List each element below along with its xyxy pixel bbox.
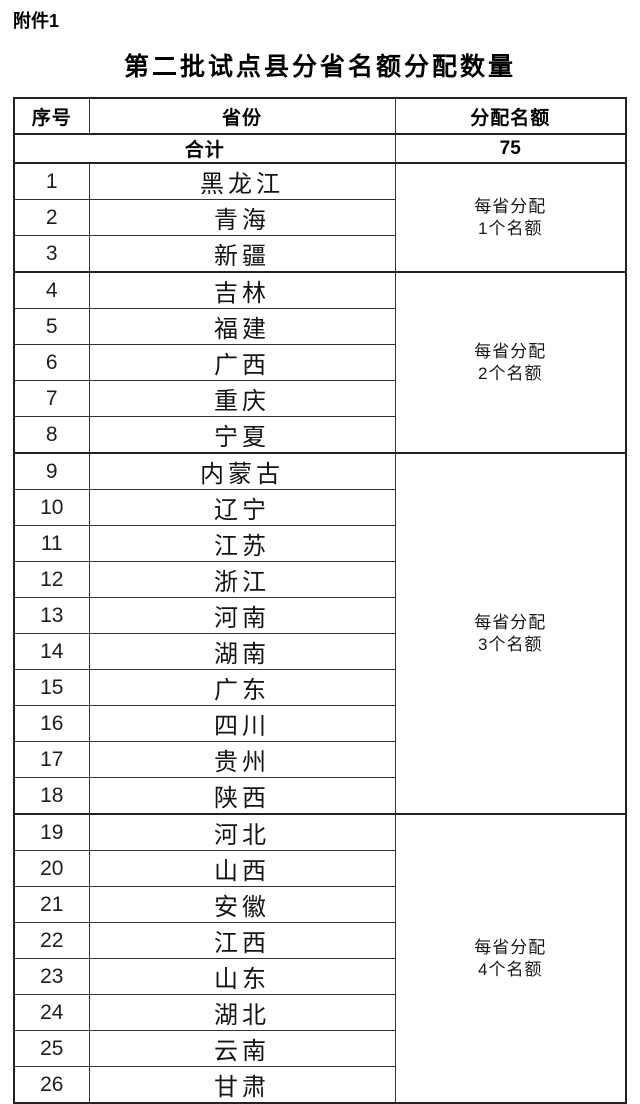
province-name: 河南 <box>88 597 396 634</box>
table-row: 14 湖南 <box>13 633 626 670</box>
row-number: 16 <box>13 705 90 742</box>
province-name: 浙江 <box>88 561 396 598</box>
table-row: 16 四川 <box>13 705 626 742</box>
total-label: 合计 <box>13 133 396 164</box>
table-row: 10 辽宁 <box>13 489 626 526</box>
province-name: 甘肃 <box>88 1066 396 1104</box>
province-name: 重庆 <box>88 380 396 417</box>
province-name: 新疆 <box>88 235 396 273</box>
quota-note-cell: 每省分配 3个名额 <box>394 452 627 815</box>
row-number: 19 <box>13 813 90 851</box>
total-row: 合计 75 <box>13 133 627 164</box>
table-row: 4 吉林 每省分配 2个名额 <box>13 271 627 454</box>
province-name: 湖南 <box>88 633 396 670</box>
row-number: 11 <box>13 525 90 562</box>
col-header-province: 省份 <box>88 97 396 135</box>
row-number: 24 <box>13 994 90 1031</box>
table-row: 5 福建 <box>13 308 626 345</box>
row-number: 22 <box>13 922 90 959</box>
province-name: 四川 <box>88 705 396 742</box>
table-row: 20 山西 <box>13 850 626 887</box>
attachment-label: 附件1 <box>13 11 60 31</box>
table-row: 12 浙江 <box>13 561 626 598</box>
table-row: 15 广东 <box>13 669 626 706</box>
row-number: 15 <box>13 669 90 706</box>
province-name: 吉林 <box>88 271 396 309</box>
row-number: 9 <box>13 452 90 490</box>
row-number: 2 <box>13 199 90 236</box>
province-name: 青海 <box>88 199 396 236</box>
province-name: 贵州 <box>88 741 396 778</box>
row-number: 8 <box>13 416 90 454</box>
quota-allocation-table: 序号 省份 分配名额 合计 75 1 黑龙江 每省分配 1个名额 2 青海 3 新疆 4 吉林 每省… <box>13 97 627 1104</box>
row-number: 14 <box>13 633 90 670</box>
province-name: 辽宁 <box>88 489 396 526</box>
province-name: 内蒙古 <box>88 452 396 490</box>
province-name: 山西 <box>88 850 396 887</box>
row-number: 26 <box>13 1066 90 1104</box>
row-number: 23 <box>13 958 90 995</box>
quota-note-cell: 每省分配 4个名额 <box>394 813 627 1104</box>
row-number: 1 <box>13 162 90 200</box>
province-name: 宁夏 <box>88 416 396 454</box>
province-name: 云南 <box>88 1030 396 1067</box>
province-name: 黑龙江 <box>88 162 396 200</box>
quota-note-cell: 每省分配 2个名额 <box>394 271 627 454</box>
province-name: 福建 <box>88 308 396 345</box>
table-row: 8 宁夏 <box>13 416 626 454</box>
row-number: 7 <box>13 380 90 417</box>
table-row: 6 广西 <box>13 344 626 381</box>
col-header-serial-no: 序号 <box>13 97 90 135</box>
table-row: 2 青海 <box>13 199 626 236</box>
province-name: 广东 <box>88 669 396 706</box>
page-title: 第二批试点县分省名额分配数量 <box>123 54 516 81</box>
row-number: 18 <box>13 777 90 815</box>
row-number: 21 <box>13 886 90 923</box>
table-row: 7 重庆 <box>13 380 626 417</box>
row-number: 6 <box>13 344 90 381</box>
table-row: 9 内蒙古 每省分配 3个名额 <box>13 452 627 815</box>
row-number: 12 <box>13 561 90 598</box>
row-number: 4 <box>13 271 90 309</box>
province-name: 湖北 <box>88 994 396 1031</box>
province-name: 江西 <box>88 922 396 959</box>
row-number: 3 <box>13 235 90 273</box>
col-header-allocated-quota: 分配名额 <box>394 97 627 135</box>
row-number: 17 <box>13 741 90 778</box>
province-name: 安徽 <box>88 886 396 923</box>
table-header-row: 序号 省份 分配名额 <box>13 97 627 135</box>
quota-note-cell: 每省分配 1个名额 <box>394 162 627 273</box>
row-number: 25 <box>13 1030 90 1067</box>
province-name: 山东 <box>88 958 396 995</box>
row-number: 10 <box>13 489 90 526</box>
table-row: 1 黑龙江 每省分配 1个名额 <box>13 162 627 273</box>
total-value: 75 <box>394 133 627 164</box>
table-row: 17 贵州 <box>13 741 626 778</box>
province-name: 广西 <box>88 344 396 381</box>
row-number: 5 <box>13 308 90 345</box>
province-name: 江苏 <box>88 525 396 562</box>
table-row: 13 河南 <box>13 597 626 634</box>
table-row: 19 河北 每省分配 4个名额 <box>13 813 627 1104</box>
province-name: 陕西 <box>88 777 396 815</box>
province-name: 河北 <box>88 813 396 851</box>
row-number: 20 <box>13 850 90 887</box>
row-number: 13 <box>13 597 90 634</box>
table-row: 11 江苏 <box>13 525 626 562</box>
